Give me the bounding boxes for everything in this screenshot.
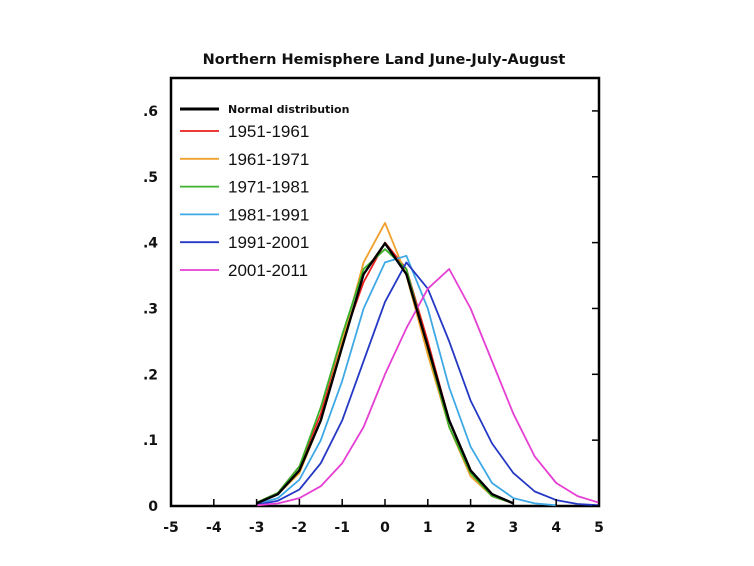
x-tick-label: 5	[594, 520, 604, 536]
chart-title: Northern Hemisphere Land June-July-Augus…	[203, 52, 566, 68]
x-tick-label: 0	[380, 520, 390, 536]
legend: Normal distribution 1951-1961 1961-1971 197…	[180, 103, 349, 280]
x-tick-label: 1	[423, 520, 433, 536]
legend-label: 2001-2011	[228, 261, 308, 280]
legend-label: 1991-2001	[228, 233, 309, 252]
series-layer	[256, 221, 600, 507]
plot-frame	[169, 76, 601, 508]
y-tick-label: .2	[143, 367, 158, 383]
series-line-0	[256, 242, 514, 505]
legend-label: Normal distribution	[228, 103, 349, 116]
x-tick-label: 3	[509, 520, 519, 536]
x-tick-label: -4	[206, 520, 222, 536]
y-tick-label: 0	[148, 499, 158, 515]
series-line-4	[256, 254, 557, 507]
x-tick-label: 2	[466, 520, 476, 536]
series-line-5	[256, 261, 600, 507]
x-tick-label: -2	[292, 520, 308, 536]
y-tick-label: .3	[143, 301, 158, 317]
x-tick-label: -1	[334, 520, 350, 536]
x-tick-label: 4	[551, 520, 561, 536]
series-line-2	[256, 221, 514, 505]
legend-label: 1971-1981	[228, 178, 309, 197]
axis-layer: -5 -4 -3 -2 -1 0 1 2 3 4 5 0 .1 .2 .3 .4 .5 .6	[143, 104, 604, 536]
y-tick-label: .6	[143, 104, 158, 120]
series-line-3	[256, 248, 514, 505]
x-tick-label: -3	[249, 520, 265, 536]
series-line-6	[256, 268, 600, 507]
legend-label: 1981-1991	[228, 205, 309, 224]
legend-label: 1961-1971	[228, 150, 309, 169]
y-tick-label: .4	[143, 236, 158, 252]
y-tick-label: .1	[143, 433, 158, 449]
legend-label: 1951-1961	[228, 122, 309, 141]
x-tick-label: -5	[163, 520, 179, 536]
y-tick-label: .5	[143, 170, 158, 186]
